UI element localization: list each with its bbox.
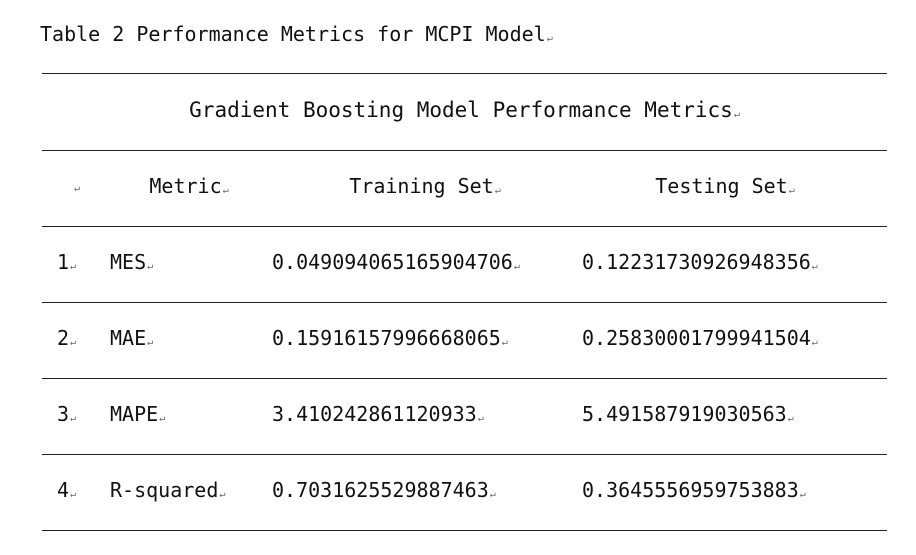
row-index-text: 2 xyxy=(57,326,70,350)
row-metric-text: MAPE xyxy=(110,402,159,426)
table-title-text: Gradient Boosting Model Performance Metr… xyxy=(189,98,733,122)
table-row-4-metric: R-squared↵ xyxy=(110,478,225,502)
table-row-1-rule xyxy=(42,302,887,303)
header-testing: Testing Set↵ xyxy=(580,174,870,198)
paragraph-mark-icon: ↵ xyxy=(733,109,740,120)
paragraph-mark-icon: ↵ xyxy=(489,489,496,500)
table-row-3-index: 3↵ xyxy=(57,402,76,426)
table-row-3-metric: MAPE↵ xyxy=(110,402,165,426)
header-training-text: Training Set xyxy=(349,174,494,198)
table-bottom-rule xyxy=(42,530,887,531)
paragraph-mark-icon: ↵ xyxy=(788,185,795,196)
paragraph-mark-icon: ↵ xyxy=(513,261,520,272)
paragraph-mark-icon: ↵ xyxy=(222,185,229,196)
row-training-text: 3.410242861120933 xyxy=(272,402,477,426)
paragraph-mark-icon: ↵ xyxy=(70,489,77,500)
row-training-text: 0.15916157996668065 xyxy=(272,326,501,350)
paragraph-mark-icon: ↵ xyxy=(70,413,77,424)
table-row-4-testing: 0.3645556959753883↵ xyxy=(582,478,806,502)
table-row-4-index: 4↵ xyxy=(57,478,76,502)
table-title: Gradient Boosting Model Performance Metr… xyxy=(42,98,887,122)
paragraph-mark-icon: ↵ xyxy=(494,185,501,196)
table-row-3-rule xyxy=(42,454,887,455)
table-row-1-training: 0.049094065165904706↵ xyxy=(272,250,520,274)
header-training: Training Set↵ xyxy=(270,174,580,198)
paragraph-mark-icon: ↵ xyxy=(159,413,166,424)
row-index-text: 4 xyxy=(57,478,70,502)
header-metric: Metric↵ xyxy=(104,174,274,198)
paragraph-mark-icon: ↵ xyxy=(70,337,77,348)
paragraph-mark-icon: ↵ xyxy=(70,261,77,272)
paragraph-mark-icon: ↵ xyxy=(74,183,81,194)
table-row-1-metric: MES↵ xyxy=(110,250,153,274)
table-row-3-testing: 5.491587919030563↵ xyxy=(582,402,794,426)
row-testing-text: 5.491587919030563 xyxy=(582,402,787,426)
header-metric-text: Metric xyxy=(149,174,222,198)
header-index-cell: ↵ xyxy=(74,183,80,194)
row-metric-text: MES xyxy=(110,250,147,274)
row-index-text: 3 xyxy=(57,402,70,426)
table-caption: Table 2 Performance Metrics for MCPI Mod… xyxy=(40,22,553,46)
paragraph-mark-icon: ↵ xyxy=(147,337,154,348)
table-row-1-testing: 0.12231730926948356↵ xyxy=(582,250,818,274)
table-row-2-index: 2↵ xyxy=(57,326,76,350)
paragraph-mark-icon: ↵ xyxy=(787,413,794,424)
paragraph-mark-icon: ↵ xyxy=(811,337,818,348)
row-metric-text: R-squared xyxy=(110,478,219,502)
table-row-3-training: 3.410242861120933↵ xyxy=(272,402,484,426)
table-row-2-metric: MAE↵ xyxy=(110,326,153,350)
table-row-4-training: 0.7031625529887463↵ xyxy=(272,478,496,502)
paragraph-mark-icon: ↵ xyxy=(477,413,484,424)
row-training-text: 0.049094065165904706 xyxy=(272,250,513,274)
row-testing-text: 0.12231730926948356 xyxy=(582,250,811,274)
table-row-2-testing: 0.25830001799941504↵ xyxy=(582,326,818,350)
row-testing-text: 0.3645556959753883 xyxy=(582,478,799,502)
caption-text: Table 2 Performance Metrics for MCPI Mod… xyxy=(40,22,546,46)
row-training-text: 0.7031625529887463 xyxy=(272,478,489,502)
paragraph-mark-icon: ↵ xyxy=(219,489,226,500)
table-title-rule xyxy=(42,150,887,151)
paragraph-mark-icon: ↵ xyxy=(799,489,806,500)
table-top-rule xyxy=(42,73,887,74)
row-testing-text: 0.25830001799941504 xyxy=(582,326,811,350)
row-metric-text: MAE xyxy=(110,326,147,350)
table-row-2-rule xyxy=(42,378,887,379)
table-header-rule xyxy=(42,226,887,227)
paragraph-mark-icon: ↵ xyxy=(501,337,508,348)
paragraph-mark-icon: ↵ xyxy=(546,33,553,44)
paragraph-mark-icon: ↵ xyxy=(147,261,154,272)
table-row-2-training: 0.15916157996668065↵ xyxy=(272,326,508,350)
paragraph-mark-icon: ↵ xyxy=(811,261,818,272)
header-testing-text: Testing Set xyxy=(655,174,788,198)
row-index-text: 1 xyxy=(57,250,70,274)
table-row-1-index: 1↵ xyxy=(57,250,76,274)
